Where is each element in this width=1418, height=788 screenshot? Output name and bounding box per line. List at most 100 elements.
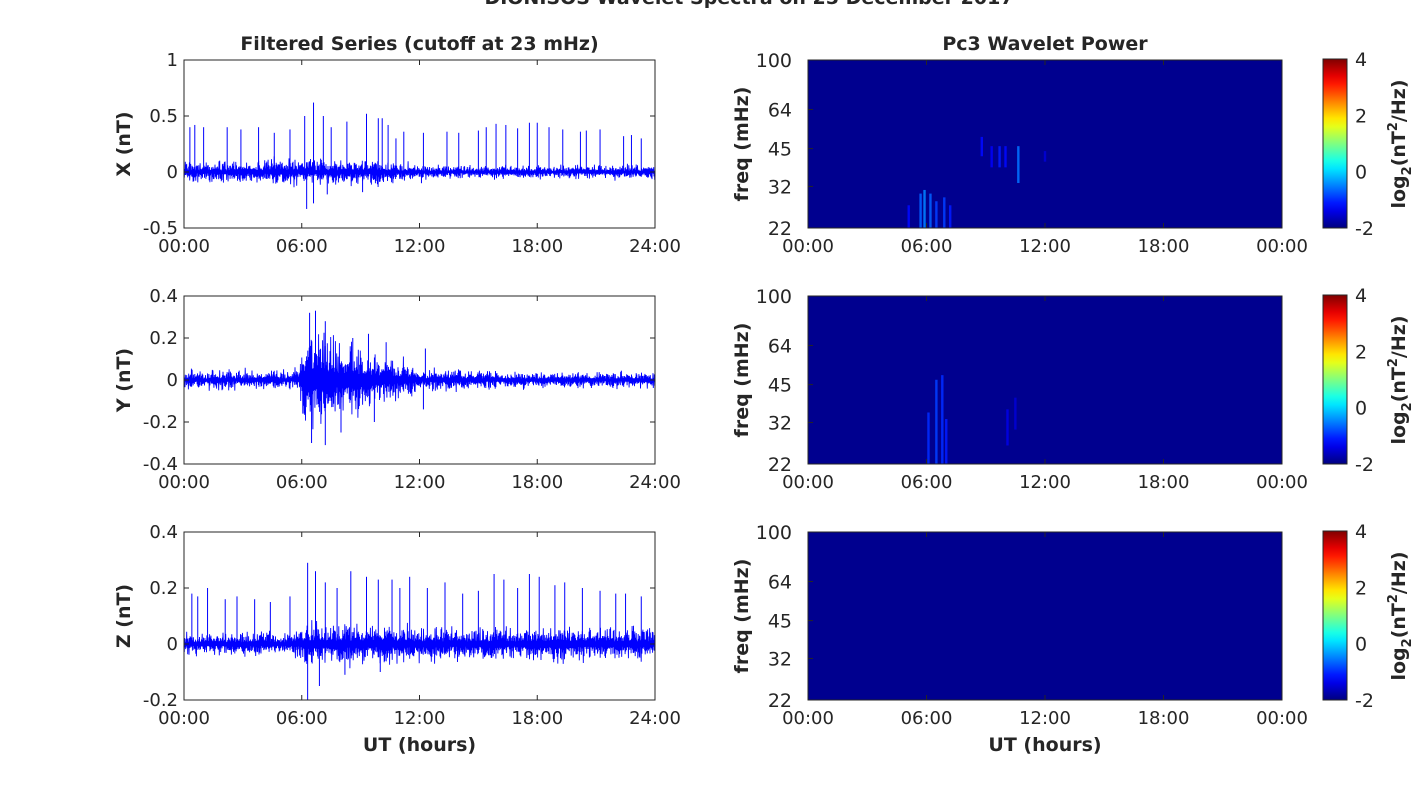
series-2-ytick-label: -0.4 [143,454,178,475]
series-1-ytick-label: 0 [167,162,178,183]
wavelet-3-background [808,532,1282,700]
series-3-xtick-label: 24:00 [629,708,681,729]
wavelet-2-colorbar [1322,294,1348,465]
series-1-ytick-label: -0.5 [143,218,178,239]
wavelet-1-colorbar-label: log2(nT2/Hz) [1386,79,1415,208]
series-2-xtick-label: 06:00 [276,472,328,493]
series-3-ytick-label: 0 [167,634,178,655]
wavelet-1-power-feature [1043,151,1047,162]
wavelet-3-ytick-label: 22 [768,690,792,712]
wavelet-1-power-feature [943,197,946,228]
wavelet-2-power-feature [1006,409,1009,446]
wavelet-1-title: Pc3 Wavelet Power [942,33,1148,55]
series-3-ytick-label: -0.2 [143,690,178,711]
wavelet-2-power-feature [935,379,938,464]
wavelet-1-xtick-label: 00:00 [782,236,834,257]
wavelet-1-xtick-label: 12:00 [1019,236,1071,257]
wavelet-3-xtick-label: 18:00 [1138,708,1190,729]
series-1-xtick-label: 06:00 [276,236,328,257]
wavelet-1-ytick-label: 64 [768,100,792,122]
series-1-xtick-label: 12:00 [394,236,446,257]
wavelet-3-colorbar-tick: 4 [1355,521,1367,543]
wavelet-2-colorbar-tick: 4 [1355,285,1367,307]
wavelet-3-colorbar-tick: 0 [1355,634,1367,656]
series-2-ytick-label: -0.2 [143,412,178,433]
wavelet-1-power-feature [1004,146,1007,168]
wavelet-2-ytick-label: 22 [768,454,792,476]
series-2-ytick-label: 0.2 [149,328,178,349]
series-2-plot [184,310,655,446]
wavelet-3-xlabel: UT (hours) [988,734,1101,756]
wavelet-3-xtick-label: 06:00 [901,708,953,729]
wavelet-1-power-feature [907,205,910,228]
series-1-xtick-label: 00:00 [158,236,210,257]
series-2-xtick-label: 12:00 [394,472,446,493]
series-3-plot [184,562,655,700]
wavelet-1-power-feature [919,193,922,228]
series-2-ytick-label: 0 [167,370,178,391]
wavelet-1-colorbar-tick: 4 [1355,49,1367,71]
wavelet-2-colorbar-tick: 2 [1355,341,1367,363]
wavelet-2-xtick-label: 00:00 [1256,472,1308,493]
wavelet-3-ytick-label: 64 [768,572,792,594]
wavelet-1-xtick-label: 06:00 [901,236,953,257]
series-2-xtick-label: 18:00 [511,472,563,493]
wavelet-1-power-feature [990,146,993,168]
wavelet-1-power-feature [929,193,932,228]
wavelet-3-colorbar-tick: 2 [1355,577,1367,599]
series-1-trace [184,156,655,188]
wavelet-2-xtick-label: 06:00 [901,472,953,493]
wavelet-3-ytick-label: 32 [768,648,792,670]
series-1-ytick-label: 0.5 [149,106,178,127]
wavelet-2-power-feature [945,419,948,464]
series-1-frame [183,59,656,229]
wavelet-2-ytick-label: 45 [768,375,792,397]
wavelet-1-ytick-label: 22 [768,218,792,240]
wavelet-1-colorbar-tick: 2 [1355,105,1367,127]
wavelet-3-ytick-label: 45 [768,611,792,633]
wavelet-1-power-feature [935,201,938,228]
wavelet-3-colorbar [1322,530,1348,701]
series-1-ylabel: X (nT) [113,111,135,176]
series-1-plot [184,102,655,209]
wavelet-1-colorbar-tick: -2 [1355,218,1374,240]
series-3-trace [184,620,655,669]
series-3-ytick-label: 0.4 [149,522,178,543]
wavelet-3-xtick-label: 00:00 [782,708,834,729]
wavelet-1-power-feature [1017,146,1020,184]
series-3-xtick-label: 06:00 [276,708,328,729]
wavelet-1-power-feature [923,189,926,228]
wavelet-2-ytick-label: 64 [768,336,792,358]
wavelet-1-xtick-label: 18:00 [1138,236,1190,257]
wavelet-2-xtick-label: 12:00 [1019,472,1071,493]
series-3-xtick-label: 00:00 [158,708,210,729]
wavelet-3-colorbar-tick: -2 [1355,690,1374,712]
series-1-ytick-label: 1 [167,50,178,71]
series-3-ytick-label: 0.2 [149,578,178,599]
wavelet-3-ytick-label: 100 [756,522,792,544]
wavelet-2-ytick-label: 100 [756,286,792,308]
wavelet-3-xtick-label: 12:00 [1019,708,1071,729]
wavelet-1-xtick-label: 00:00 [1256,236,1308,257]
panels-group: -0.5 0 0.5 1 00:00 06:00 12:00 18:00 24:00 X (nT)… [113,33,1415,756]
wavelet-3-colorbar-label: log2(nT2/Hz) [1386,551,1415,680]
wavelet-2-background [808,296,1282,464]
wavelet-3-ylabel: freq (mHz) [731,559,753,674]
wavelet-1-ytick-label: 45 [768,139,792,161]
series-2-xtick-label: 24:00 [629,472,681,493]
wavelet-1-power-feature [998,146,1001,168]
series-1-title: Filtered Series (cutoff at 23 mHz) [240,33,598,55]
wavelet-2-colorbar-tick: -2 [1355,454,1374,476]
wavelet-2-power-feature [941,375,944,464]
wavelet-2-power-feature [1014,397,1017,430]
figure-title: DIONISOS Wavelet Spectra on 25 December … [484,0,1013,9]
wavelet-1-ytick-label: 100 [756,50,792,72]
wavelet-1-power-feature [949,205,952,228]
wavelet-1-background [808,60,1282,228]
series-2-xtick-label: 00:00 [158,472,210,493]
wavelet-2-ytick-label: 32 [768,412,792,434]
wavelet-2-colorbar-label: log2(nT2/Hz) [1386,315,1415,444]
wavelet-2-xtick-label: 18:00 [1138,472,1190,493]
series-2-trace [184,332,655,430]
